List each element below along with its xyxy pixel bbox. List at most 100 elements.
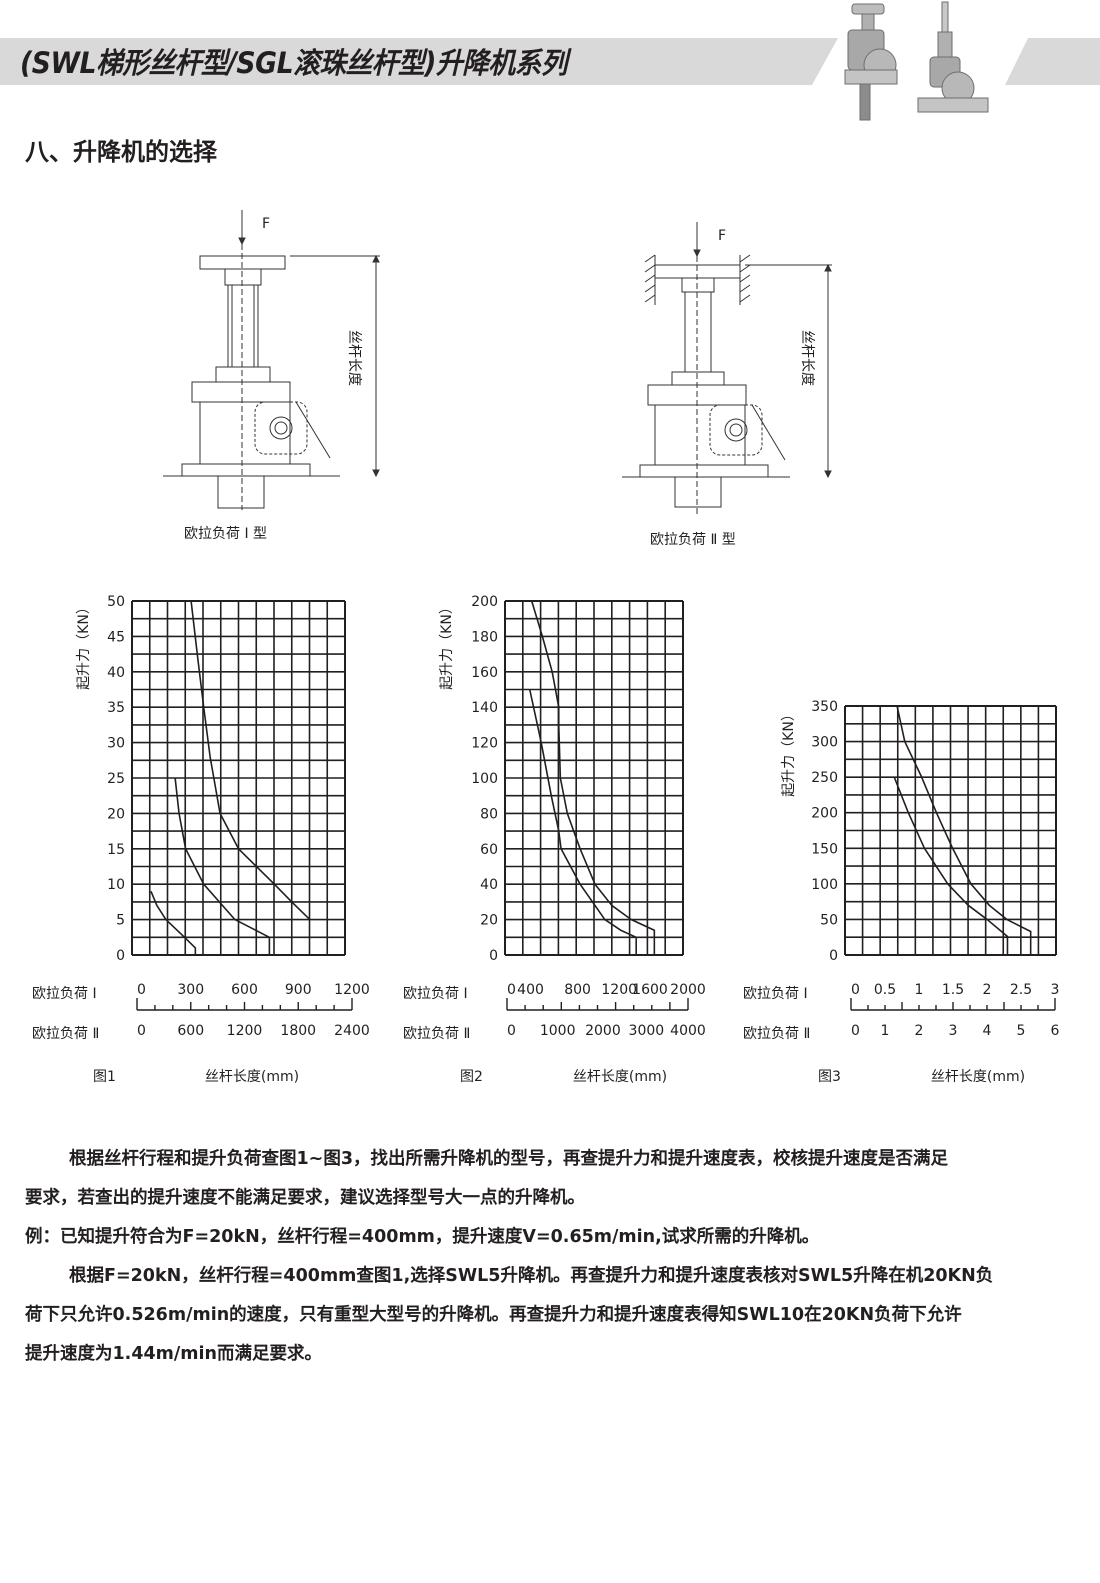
x-tick-label: 0 bbox=[851, 1023, 860, 1039]
x-tick-label: 600 bbox=[177, 1023, 204, 1039]
x-tick-label: 2400 bbox=[334, 1023, 370, 1039]
y-tick-label: 10 bbox=[107, 877, 125, 893]
x-tick-label: 800 bbox=[564, 982, 591, 998]
x-tick-label: 0 bbox=[137, 982, 146, 998]
y-tick-label: 250 bbox=[811, 770, 838, 786]
x-tick-label: 400 bbox=[517, 982, 544, 998]
x-tick-label: 3000 bbox=[629, 1023, 665, 1039]
x-tick-label: 900 bbox=[285, 982, 312, 998]
jack-diagram-type-1: F 丝杆长度 欧拉负荷 Ⅰ 型 bbox=[163, 210, 380, 542]
y-axis-label: 起升力（KN） bbox=[439, 600, 455, 690]
x-axis-label: 丝杆长度(mm) bbox=[573, 1069, 667, 1085]
y-tick-label: 200 bbox=[811, 806, 838, 822]
x-tick-label: 0 bbox=[851, 982, 860, 998]
y-tick-label: 100 bbox=[811, 877, 838, 893]
x-tick-label: 3 bbox=[1051, 982, 1060, 998]
y-tick-label: 60 bbox=[480, 842, 498, 858]
x-tick-label: 2 bbox=[983, 982, 992, 998]
x-tick-label: 6 bbox=[1051, 1023, 1060, 1039]
paragraph-line: 例：已知提升符合为F=20kN，丝杆行程=400mm，提升速度V=0.65m/m… bbox=[25, 1227, 820, 1247]
diagram-caption: 欧拉负荷 Ⅱ 型 bbox=[650, 532, 736, 548]
series-curve-1 bbox=[896, 705, 1032, 955]
y-tick-label: 30 bbox=[107, 736, 125, 752]
x-tick-label: 4 bbox=[983, 1023, 992, 1039]
y-tick-label: 140 bbox=[471, 700, 498, 716]
x-tick-label: 1 bbox=[881, 1023, 890, 1039]
paragraph-line: 提升速度为1.44m/min而满足要求。 bbox=[25, 1344, 322, 1364]
y-tick-label: 40 bbox=[480, 877, 498, 893]
screw-length-label: 丝杆长度 bbox=[346, 330, 362, 386]
y-tick-label: 120 bbox=[471, 736, 498, 752]
y-tick-label: 100 bbox=[471, 771, 498, 787]
x-tick-label: 1000 bbox=[540, 1023, 576, 1039]
x-tick-label: 1800 bbox=[280, 1023, 316, 1039]
y-tick-label: 80 bbox=[480, 806, 498, 822]
paragraph-line: 根据F=20kN，丝杆行程=400mm查图1,选择SWL5升降机。再查提升力和提… bbox=[69, 1266, 994, 1286]
y-axis-label: 起升力（KN） bbox=[76, 600, 92, 690]
diagram-caption: 欧拉负荷 Ⅰ 型 bbox=[184, 526, 267, 542]
series-curve-3 bbox=[150, 890, 197, 955]
paragraph-line: 荷下只允许0.526m/min的速度，只有重型大型号的升降机。再查提升力和提升速… bbox=[25, 1305, 962, 1325]
y-tick-label: 35 bbox=[107, 700, 125, 716]
series-curve-1 bbox=[530, 600, 656, 955]
force-label: F bbox=[718, 228, 726, 244]
x-axis-row-label: 欧拉负荷 Ⅰ bbox=[743, 986, 808, 1002]
series-curve-1 bbox=[190, 600, 311, 921]
y-tick-label: 50 bbox=[820, 912, 838, 928]
paragraph-line: 根据丝杆行程和提升负荷查图1~图3，找出所需升降机的型号，再查提升力和提升速度表… bbox=[69, 1149, 949, 1169]
x-tick-label: 1600 bbox=[632, 982, 668, 998]
y-tick-label: 20 bbox=[107, 806, 125, 822]
x-axis-row-label: 欧拉负荷 Ⅰ bbox=[32, 986, 97, 1002]
x-tick-label: 2 bbox=[915, 1023, 924, 1039]
y-tick-label: 25 bbox=[107, 771, 125, 787]
x-tick-label: 5 bbox=[1017, 1023, 1026, 1039]
x-axis-row-label: 欧拉负荷 Ⅱ bbox=[403, 1026, 470, 1042]
header-band bbox=[0, 38, 1100, 85]
product-photo bbox=[844, 1, 989, 121]
figure-label: 图1 bbox=[93, 1069, 116, 1085]
y-tick-label: 150 bbox=[811, 841, 838, 857]
x-tick-label: 1200 bbox=[227, 1023, 263, 1039]
x-tick-label: 0 bbox=[137, 1023, 146, 1039]
x-tick-label: 0.5 bbox=[874, 982, 896, 998]
y-tick-label: 300 bbox=[811, 735, 838, 751]
series-curve-2 bbox=[528, 689, 637, 955]
y-tick-label: 180 bbox=[471, 629, 498, 645]
x-tick-label: 2000 bbox=[585, 1023, 621, 1039]
screw-length-label: 丝杆长度 bbox=[799, 330, 815, 386]
x-tick-label: 2000 bbox=[670, 982, 706, 998]
x-tick-label: 0 bbox=[507, 982, 516, 998]
y-axis-label: 起升力（KN） bbox=[781, 707, 797, 797]
x-axis-label: 丝杆长度(mm) bbox=[205, 1069, 299, 1085]
y-tick-label: 20 bbox=[480, 913, 498, 929]
x-tick-label: 4000 bbox=[670, 1023, 706, 1039]
section-heading: 八、升降机的选择 bbox=[25, 138, 217, 166]
figure-label: 图3 bbox=[818, 1069, 841, 1085]
y-tick-label: 200 bbox=[471, 594, 498, 610]
y-tick-label: 5 bbox=[116, 913, 125, 929]
x-axis-label: 丝杆长度(mm) bbox=[931, 1069, 1025, 1085]
x-axis-row-label: 欧拉负荷 Ⅱ bbox=[32, 1026, 99, 1042]
x-tick-label: 1200 bbox=[334, 982, 370, 998]
series-curve-2 bbox=[174, 777, 271, 955]
y-tick-label: 0 bbox=[829, 948, 838, 964]
x-axis-row-label: 欧拉负荷 Ⅱ bbox=[743, 1026, 810, 1042]
y-tick-label: 350 bbox=[811, 699, 838, 715]
x-tick-label: 600 bbox=[231, 982, 258, 998]
y-tick-label: 0 bbox=[116, 948, 125, 964]
y-tick-label: 40 bbox=[107, 665, 125, 681]
x-tick-label: 3 bbox=[949, 1023, 958, 1039]
body-text: 根据丝杆行程和提升负荷查图1~图3，找出所需升降机的型号，再查提升力和提升速度表… bbox=[25, 1140, 1075, 1374]
y-tick-label: 160 bbox=[471, 665, 498, 681]
y-tick-label: 50 bbox=[107, 594, 125, 610]
x-tick-label: 1.5 bbox=[942, 982, 964, 998]
x-tick-label: 300 bbox=[177, 982, 204, 998]
y-tick-label: 15 bbox=[107, 842, 125, 858]
paragraph-line: 要求，若查出的提升速度不能满足要求，建议选择型号大一点的升降机。 bbox=[25, 1188, 585, 1208]
x-tick-label: 1 bbox=[915, 982, 924, 998]
x-tick-label: 2.5 bbox=[1010, 982, 1032, 998]
x-tick-label: 0 bbox=[507, 1023, 516, 1039]
y-tick-label: 45 bbox=[107, 629, 125, 645]
page-title: (SWL梯形丝杆型/SGL滚珠丝杆型)升降机系列 bbox=[20, 46, 568, 80]
